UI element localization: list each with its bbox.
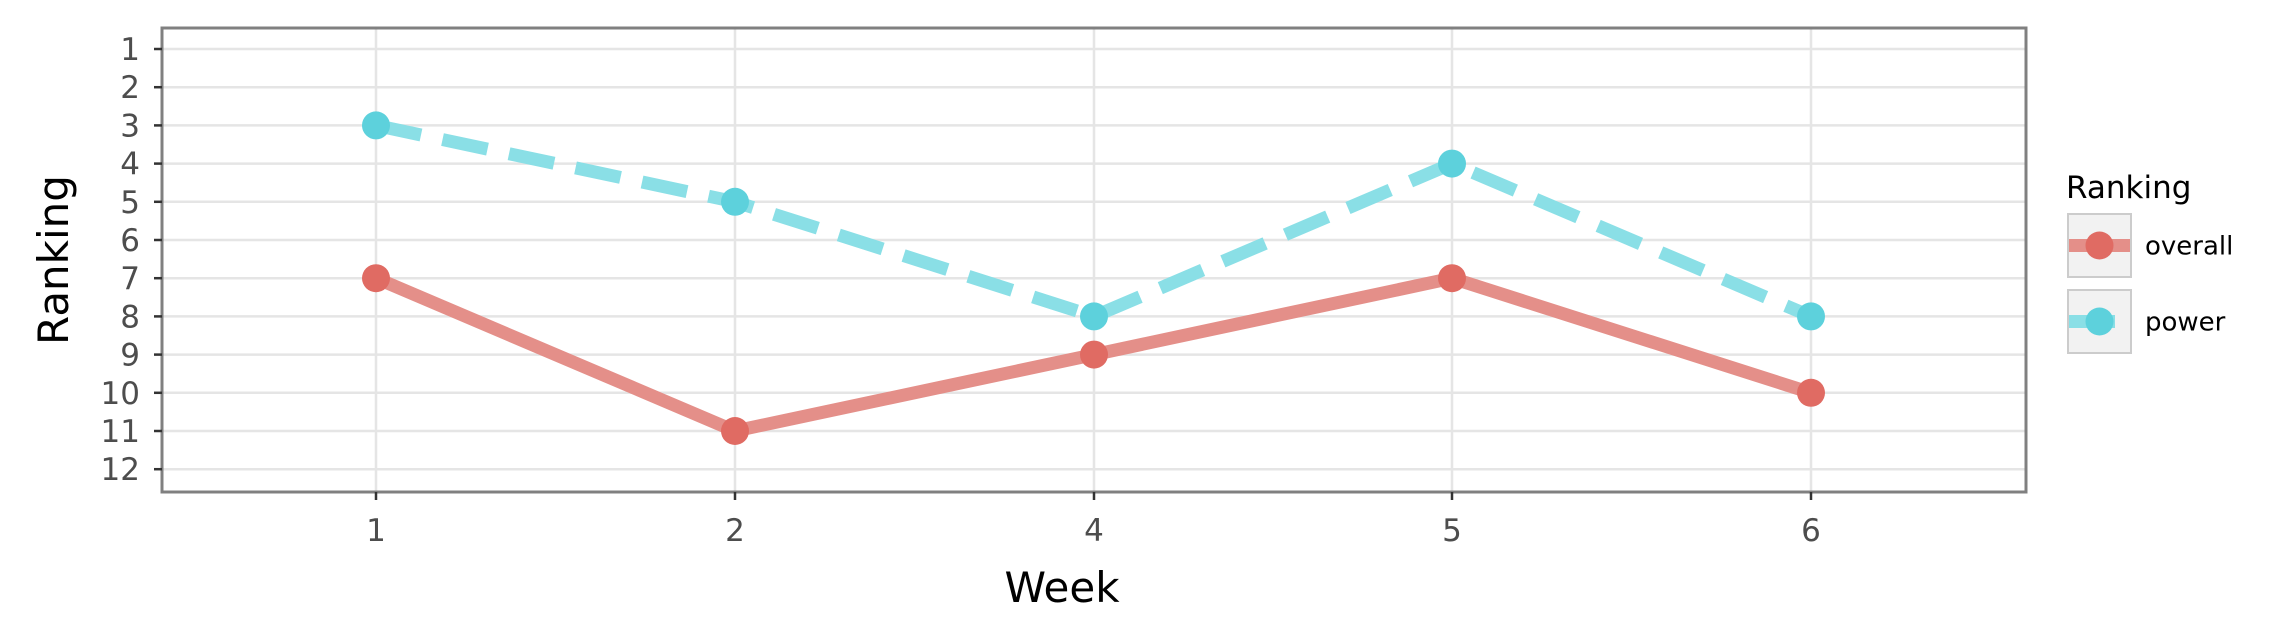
data-point-overall	[1797, 378, 1825, 407]
data-point-overall	[721, 417, 749, 445]
legend-item-power: power	[2067, 289, 2226, 354]
data-point-power	[1080, 302, 1108, 331]
legend: Ranking overall power	[2066, 170, 2233, 354]
x-tick-label: 4	[1084, 513, 1104, 549]
data-point-power	[1797, 302, 1825, 331]
legend-title: Ranking	[2066, 170, 2191, 206]
legend-key-point	[2085, 231, 2114, 260]
y-tick-label: 8	[120, 299, 140, 335]
y-tick-label: 5	[120, 185, 140, 221]
grid	[162, 28, 2026, 492]
x-tick-label: 2	[725, 513, 745, 549]
y-tick-label: 3	[120, 108, 140, 144]
legend-item-overall: overall	[2067, 213, 2233, 278]
data-point-overall	[362, 264, 390, 293]
data-point-power	[1438, 149, 1466, 178]
x-tick-label: 1	[366, 513, 386, 549]
y-tick-label: 4	[120, 147, 140, 183]
x-tick-label: 5	[1442, 513, 1462, 549]
y-tick-label: 11	[101, 414, 140, 450]
data-point-power	[362, 111, 390, 140]
y-tick-label: 12	[101, 452, 140, 488]
data-point-power	[721, 187, 749, 216]
data-point-overall	[1080, 340, 1108, 369]
series-line-power	[374, 119, 1814, 323]
y-tick-label: 2	[120, 70, 140, 106]
x-axis-title: Week	[1004, 563, 1120, 612]
legend-label: overall	[2145, 232, 2233, 262]
y-tick-label: 1	[120, 32, 140, 68]
series-points	[362, 111, 1825, 445]
legend-items: overall power	[2067, 213, 2233, 354]
y-tick-label: 9	[120, 338, 140, 374]
y-tick-label: 10	[101, 376, 140, 412]
legend-key-point	[2085, 307, 2114, 336]
y-axis-title: Ranking	[29, 175, 78, 345]
y-tick-label: 6	[120, 223, 140, 259]
legend-label: power	[2145, 308, 2226, 338]
y-tick-label: 7	[120, 261, 140, 297]
x-axis: 1 2 4 5 6	[366, 492, 1821, 549]
data-point-overall	[1438, 264, 1466, 293]
x-tick-label: 6	[1801, 513, 1821, 549]
